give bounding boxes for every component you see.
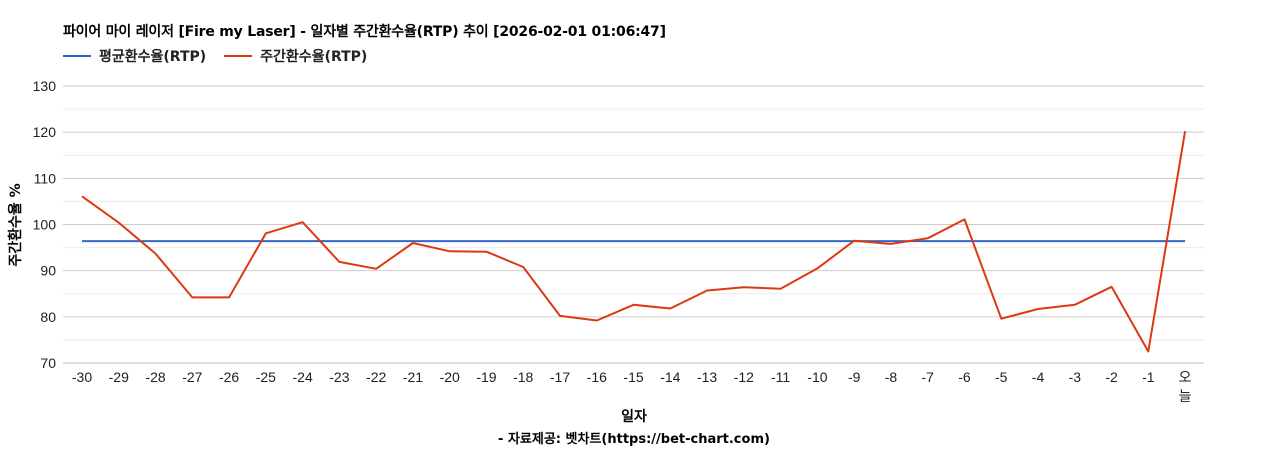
x-tick-label: -20 bbox=[440, 369, 460, 385]
x-tick-label: -16 bbox=[587, 369, 607, 385]
x-tick-label: 오 bbox=[1179, 369, 1192, 385]
legend-swatch-weekly bbox=[224, 55, 253, 57]
y-tick-label: 110 bbox=[34, 170, 57, 186]
legend-swatch-average bbox=[63, 55, 91, 57]
y-tick-label: 100 bbox=[33, 217, 57, 233]
x-tick-label: -14 bbox=[660, 369, 680, 385]
x-tick-label: -1 bbox=[1142, 369, 1155, 385]
x-tick-label: -5 bbox=[995, 369, 1008, 385]
y-tick-label: 70 bbox=[40, 355, 56, 371]
x-tick-label: -21 bbox=[403, 369, 423, 385]
y-tick-label: 80 bbox=[40, 309, 56, 325]
x-tick-label: -18 bbox=[513, 369, 533, 385]
x-tick-label: -28 bbox=[145, 369, 165, 385]
x-tick-label: -19 bbox=[476, 369, 496, 385]
x-tick-label: 늘 bbox=[1179, 388, 1192, 404]
y-tick-label: 130 bbox=[33, 78, 57, 94]
x-tick-label: -10 bbox=[807, 369, 827, 385]
x-tick-label: -29 bbox=[109, 369, 129, 385]
x-tick-label: -15 bbox=[623, 369, 643, 385]
x-axis-title: 일자 bbox=[621, 409, 647, 425]
x-tick-label: -25 bbox=[256, 369, 276, 385]
x-tick-label: -27 bbox=[182, 369, 202, 385]
legend-label-weekly: 주간환수율(RTP) bbox=[260, 49, 368, 65]
x-tick-label: -6 bbox=[958, 369, 971, 385]
x-tick-label: -26 bbox=[219, 369, 239, 385]
legend-item-weekly-rtp[interactable]: 주간환수율(RTP) bbox=[224, 46, 367, 66]
x-tick-label: -22 bbox=[366, 369, 386, 385]
chart-title: 파이어 마이 레이저 [Fire my Laser] - 일자별 주간환수율(R… bbox=[63, 24, 666, 40]
chart-legend: 평균환수율(RTP) 주간환수율(RTP) bbox=[63, 46, 385, 66]
x-tick-label: -23 bbox=[329, 369, 349, 385]
x-tick-label: -3 bbox=[1069, 369, 1082, 385]
x-tick-label: -13 bbox=[697, 369, 717, 385]
x-tick-label: -2 bbox=[1105, 369, 1118, 385]
x-tick-label: -4 bbox=[1032, 369, 1045, 385]
x-tick-label: -12 bbox=[734, 369, 754, 385]
y-tick-label: 90 bbox=[40, 263, 56, 279]
x-tick-label: -11 bbox=[771, 369, 790, 385]
x-tick-label: -24 bbox=[293, 369, 313, 385]
x-tick-label: -9 bbox=[848, 369, 861, 385]
x-tick-label: -7 bbox=[921, 369, 934, 385]
legend-item-average-rtp[interactable]: 평균환수율(RTP) bbox=[63, 46, 206, 66]
x-tick-label: -8 bbox=[885, 369, 898, 385]
legend-label-average: 평균환수율(RTP) bbox=[99, 49, 207, 65]
x-tick-label: -30 bbox=[72, 369, 92, 385]
y-tick-label: 120 bbox=[33, 124, 57, 140]
x-tick-label: -17 bbox=[550, 369, 570, 385]
weekly-rtp-line[interactable] bbox=[81, 131, 1187, 353]
data-source-credit: - 자료제공: 벳차트(https://bet-chart.com) bbox=[498, 432, 770, 447]
